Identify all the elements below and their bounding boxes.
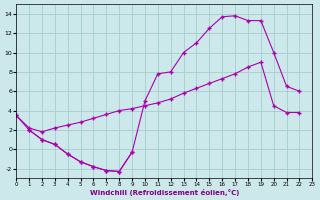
X-axis label: Windchill (Refroidissement éolien,°C): Windchill (Refroidissement éolien,°C) — [90, 189, 239, 196]
